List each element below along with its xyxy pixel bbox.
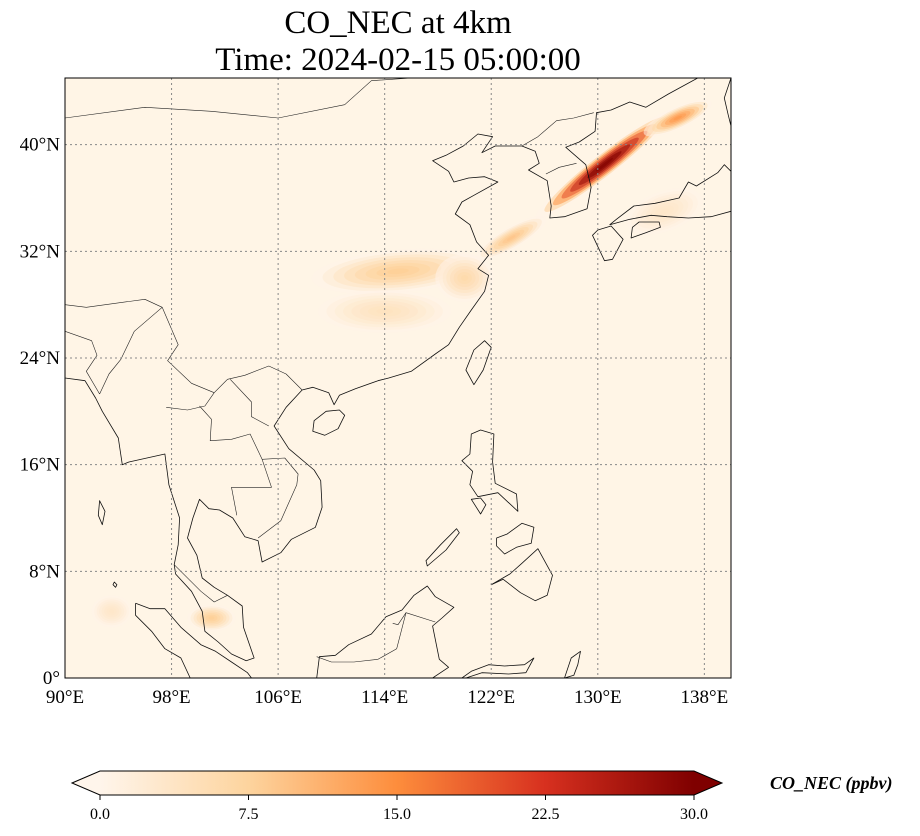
coastlines [65,78,731,678]
country-border [521,112,594,147]
hokkaido-island [723,78,731,127]
lon-tick-label: 90°E [46,687,84,708]
lon-tick-label: 122°E [467,687,515,708]
lon-tick-label: 138°E [681,687,729,708]
co-concentration-field [91,99,712,632]
lon-tick-label: 106°E [254,687,302,708]
map-frame [64,77,732,679]
country-border [392,612,407,625]
colorbar: 0.0 7.5 15.0 22.5 30.0 CO_NEC (ppbv) [70,770,893,823]
plume-yellow-sea-band [476,215,547,261]
country-border [545,163,577,175]
hainan-island [312,409,346,436]
halmahera-island [564,650,581,678]
colorbar-tick-label: 22.5 [532,806,560,823]
country-border [316,612,436,663]
plume-sumatra-haze [91,595,132,628]
gridlines [65,78,731,678]
lon-tick-label: 98°E [152,687,190,708]
shikoku-island [630,221,661,239]
visayas-islands [496,522,535,555]
lat-tick-label: 0° [43,668,60,689]
map-title: CO_NEC at 4km [284,5,512,41]
mindanao-island [490,548,553,602]
longitude-tick-labels: 90°E 98°E 106°E 114°E 122°E 130°E 138°E [46,687,728,708]
map-subtitle: Time: 2024-02-15 05:00:00 [215,42,581,78]
country-border [65,331,100,395]
plume-japan-pacific [626,188,703,235]
country-border [199,405,272,516]
taiwan-island [465,340,492,386]
colorbar-extend-max [694,771,722,795]
honshu-island [609,164,731,226]
sumatra-coast [135,602,252,678]
plume-south-china-haze [318,290,452,333]
colorbar-tick-label: 15.0 [383,806,411,823]
lon-tick-label: 130°E [574,687,622,708]
asian-mainland-coast [65,78,698,662]
lat-tick-label: 8°N [29,561,60,582]
lat-tick-label: 40°N [20,135,61,156]
plume-japan-sea-core [643,99,712,137]
colorbar-tick-label: 0.0 [90,806,110,823]
andaman-islands [97,500,106,526]
colorbar-label: CO_NEC (ppbv) [770,773,893,794]
country-border [213,365,303,393]
nicobar-islands [112,581,118,588]
colorbar-extend-min [72,771,100,795]
palawan-island [425,528,460,567]
country-border [65,299,163,308]
colorbar-tick-label: 30.0 [680,806,708,823]
luzon-island [461,429,519,512]
country-border [173,564,228,603]
latitude-tick-labels: 0° 8°N 16°N 24°N 32°N 40°N [20,135,61,689]
country-border [257,457,299,539]
colorbar-gradient [100,771,694,795]
plume-east-china-band [311,248,485,294]
lat-tick-label: 32°N [20,241,61,262]
sumatra-west-coast [135,603,191,678]
plume-malay-peninsula [187,604,236,632]
colorbar-ticks: 0.0 7.5 15.0 22.5 30.0 [90,795,708,823]
borneo-north-coast [316,585,455,678]
map-background [65,78,731,678]
country-border [166,392,215,411]
lon-tick-label: 114°E [361,687,408,708]
country-border [229,379,269,427]
plume-yangtze-delta [435,254,494,302]
mindoro-island [470,497,487,515]
lat-tick-label: 24°N [20,348,61,369]
colorbar-tick-label: 7.5 [239,806,259,823]
sulawesi-north [461,657,535,678]
lat-tick-label: 16°N [20,455,61,476]
